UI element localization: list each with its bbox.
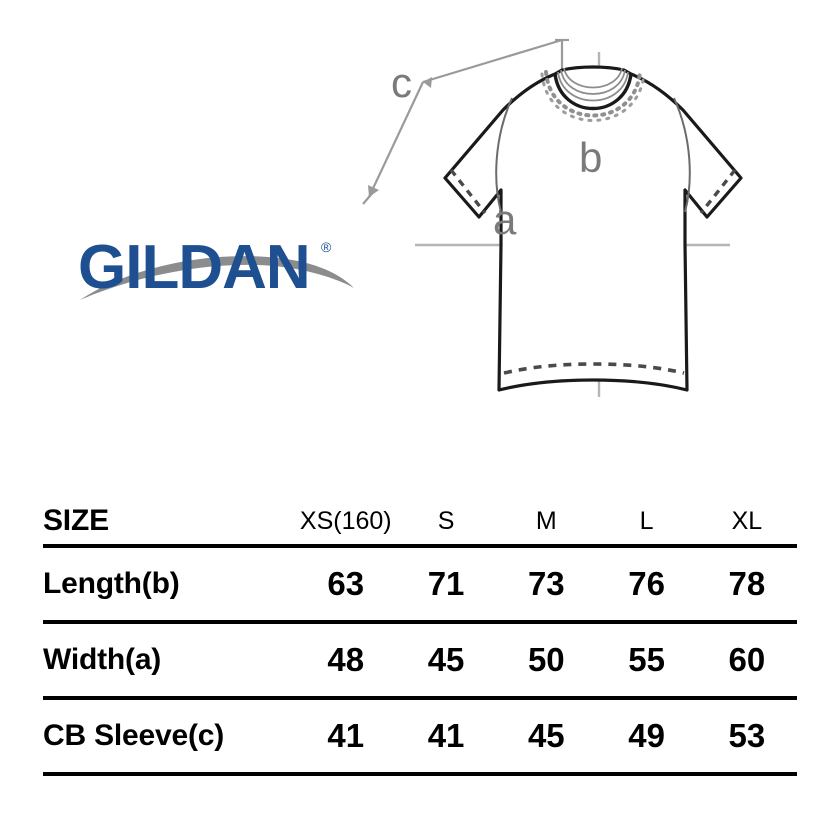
collar-outer bbox=[553, 73, 633, 110]
collar-stitch-arc-outer bbox=[540, 72, 646, 122]
cell-sleeve-xs: 41 bbox=[295, 696, 396, 776]
armhole-seam-left bbox=[495, 97, 513, 213]
cell-length-m: 73 bbox=[496, 544, 597, 622]
armhole-seam-right bbox=[673, 97, 691, 213]
tshirt-outline bbox=[443, 65, 743, 392]
logo-wordmark: GILDAN bbox=[78, 233, 310, 302]
collar-rib-1 bbox=[557, 71, 629, 102]
header-size-xs: XS(160) bbox=[299, 506, 392, 535]
sleeve-cuff-stitch-left bbox=[449, 168, 487, 215]
gildan-logo: GILDAN ® bbox=[78, 222, 358, 318]
header-size-xl: XL bbox=[731, 506, 763, 535]
hem-stitch bbox=[503, 362, 685, 375]
size-table-container: SIZE XS(160) S M L XL Length(b) 63 71 73… bbox=[43, 498, 797, 776]
row-label-width: Width(a) bbox=[43, 620, 296, 698]
collar-rib-2 bbox=[560, 69, 626, 95]
tshirt-diagram-svg: c b a bbox=[362, 38, 743, 397]
cell-width-l: 55 bbox=[596, 620, 697, 698]
cell-length-s: 71 bbox=[395, 544, 497, 622]
table-row: CB Sleeve(c) 41 41 45 49 53 bbox=[43, 696, 797, 776]
size-table: SIZE XS(160) S M L XL Length(b) 63 71 73… bbox=[43, 498, 797, 776]
cell-width-xl: 60 bbox=[696, 620, 797, 698]
logo-swoosh bbox=[80, 256, 354, 300]
sleeve-cuff-stitch-right bbox=[699, 168, 737, 215]
cell-length-l: 76 bbox=[596, 544, 697, 622]
logo-registered-mark: ® bbox=[321, 239, 332, 255]
header-size-s: S bbox=[437, 506, 455, 535]
cell-sleeve-s: 41 bbox=[395, 696, 497, 776]
label-c: c bbox=[391, 59, 412, 106]
collar-stitch-arc bbox=[544, 70, 642, 118]
cell-width-xs: 48 bbox=[295, 620, 396, 698]
table-row: Length(b) 63 71 73 76 78 bbox=[43, 544, 797, 622]
collar-rib-3 bbox=[563, 67, 623, 89]
cell-length-xs: 63 bbox=[295, 544, 396, 622]
cell-sleeve-m: 45 bbox=[496, 696, 597, 776]
gildan-logo-svg: GILDAN ® bbox=[78, 233, 354, 302]
cell-sleeve-xl: 53 bbox=[696, 696, 797, 776]
header-size-label: SIZE bbox=[43, 504, 109, 537]
row-label-length: Length(b) bbox=[43, 544, 296, 622]
cell-length-xl: 78 bbox=[696, 544, 797, 622]
label-a: a bbox=[493, 196, 517, 243]
cell-width-m: 50 bbox=[496, 620, 597, 698]
table-row: Width(a) 48 45 50 55 60 bbox=[43, 620, 797, 698]
cell-width-s: 45 bbox=[395, 620, 497, 698]
table-header-row: SIZE XS(160) S M L XL bbox=[43, 498, 797, 546]
tshirt-diagram: c b a bbox=[355, 12, 785, 412]
row-label-cb-sleeve: CB Sleeve(c) bbox=[43, 696, 296, 776]
cell-sleeve-l: 49 bbox=[596, 696, 697, 776]
header-size-m: M bbox=[535, 506, 557, 535]
label-b: b bbox=[579, 134, 602, 181]
header-size-l: L bbox=[639, 506, 654, 535]
